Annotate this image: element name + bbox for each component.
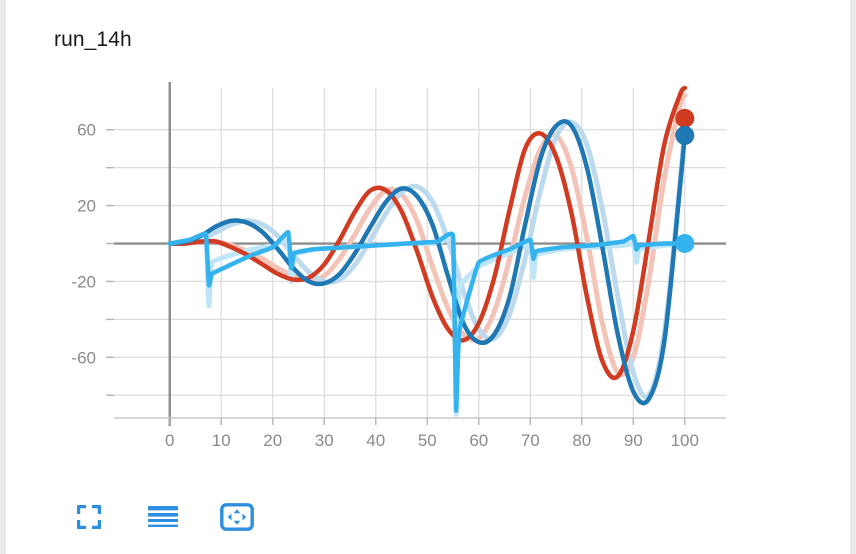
page-gutter-right <box>850 0 856 554</box>
x-tick-label: 0 <box>165 431 174 450</box>
x-tick-label: 20 <box>263 431 282 450</box>
series-group <box>167 85 688 417</box>
list-lines-icon <box>148 506 178 527</box>
series-line-run_cyan <box>167 229 688 413</box>
x-tick-label: 80 <box>572 431 591 450</box>
y-tick-label: 60 <box>77 121 96 140</box>
list-lines-icon-button[interactable] <box>146 500 180 534</box>
page-title: run_14h <box>54 28 132 51</box>
series-line-run_red <box>167 85 688 381</box>
pan-move-icon <box>220 503 254 531</box>
y-tick-label: -60 <box>71 348 96 367</box>
series-line-run_blue <box>167 119 688 406</box>
x-tick-label: 70 <box>521 431 540 450</box>
x-tick-label: 40 <box>366 431 385 450</box>
pan-move-icon-button[interactable] <box>220 500 254 534</box>
tick-labels: 0 10 20 30 40 50 60 70 80 90 100 -60 -20 20 60 <box>71 121 699 450</box>
tick-marks <box>106 129 686 425</box>
endpoint-marker-run_red[interactable] <box>675 108 695 128</box>
x-tick-label: 10 <box>212 431 231 450</box>
endpoint-marker-run_cyan[interactable] <box>675 234 695 254</box>
line-chart-svg[interactable]: 0 10 20 30 40 50 60 70 80 90 100 -60 -20 20 60 <box>6 70 850 470</box>
series-line-run_red_ghost <box>167 93 688 378</box>
endpoint-marker-run_blue[interactable] <box>675 125 695 145</box>
x-tick-label: 50 <box>418 431 437 450</box>
chart-toolbar[interactable] <box>72 500 254 534</box>
x-tick-label: 100 <box>671 431 699 450</box>
fullscreen-icon <box>77 505 101 529</box>
y-tick-label: -20 <box>71 272 96 291</box>
chart-card: run_14h 0 10 20 30 40 50 60 70 80 90 100 -60 -20 20 60 <box>6 0 850 554</box>
y-tick-label: 20 <box>77 197 96 216</box>
x-tick-label: 90 <box>624 431 643 450</box>
x-tick-label: 30 <box>315 431 334 450</box>
endpoint-markers <box>675 108 695 254</box>
series-line-run_blue_ghost <box>167 119 688 400</box>
page-gutter-left <box>0 0 6 554</box>
x-tick-label: 60 <box>469 431 488 450</box>
plot-area[interactable]: 0 10 20 30 40 50 60 70 80 90 100 -60 -20 20 60 <box>6 70 850 470</box>
fullscreen-icon-button[interactable] <box>72 500 106 534</box>
